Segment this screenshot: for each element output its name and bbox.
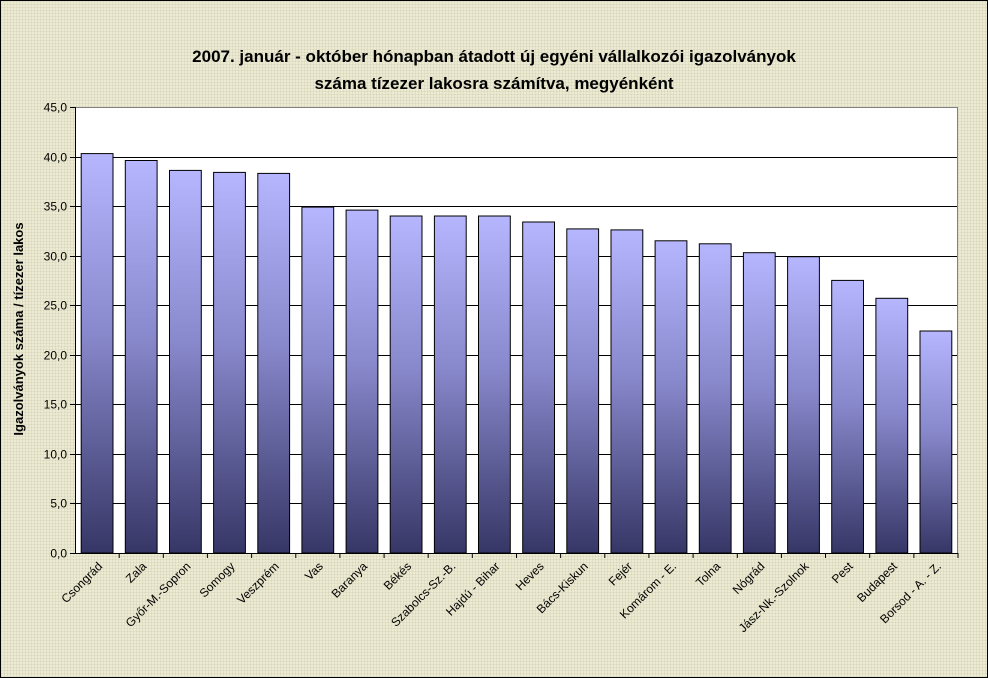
- x-tick-label: Békés: [381, 559, 414, 592]
- bar: [124, 160, 158, 554]
- bar: [698, 243, 732, 554]
- x-tick-label: Vas: [302, 559, 326, 583]
- bar: [169, 169, 202, 554]
- y-axis-label: Igazolványok száma / tízezer lakos: [11, 222, 26, 435]
- bar: [610, 229, 644, 554]
- bar: [433, 215, 467, 554]
- chart-title-line-2: száma tízezer lakosra számítva, megyénké…: [314, 74, 673, 93]
- y-tick-label: 45,0: [44, 101, 68, 115]
- y-tick-label: 40,0: [44, 151, 68, 165]
- chart-title-line-1: 2007. január - október hónapban átadott …: [192, 47, 796, 66]
- x-tick-label: Baranya: [329, 559, 371, 601]
- bar: [478, 215, 511, 554]
- bar: [389, 215, 423, 554]
- bar: [742, 252, 776, 554]
- y-tick-label: 20,0: [44, 349, 68, 363]
- x-tick-label: Veszprém: [234, 559, 282, 607]
- x-tick-label: Somogy: [197, 559, 238, 600]
- bar: [80, 153, 114, 554]
- x-tick-label: Csongrád: [59, 559, 106, 606]
- y-tick-label: 35,0: [44, 200, 68, 214]
- x-tick-label: Budapest: [854, 559, 900, 605]
- x-tick-label: Tolna: [693, 559, 723, 589]
- bar: [522, 221, 556, 554]
- bar: [831, 279, 865, 554]
- bar: [566, 228, 600, 554]
- bars: [80, 153, 953, 554]
- axes: [70, 107, 959, 558]
- y-tick-labels: 0,0 5,0 10,0 15,0 20,0 25,0 30,0 35,0 40,0 45,0: [44, 101, 68, 561]
- y-tick-label: 5,0: [50, 497, 67, 511]
- x-tick-label: Zala: [123, 559, 150, 586]
- bar: [213, 171, 246, 554]
- x-tick-label: Nógrád: [730, 559, 768, 597]
- plot-area: [75, 107, 958, 553]
- bar: [875, 297, 909, 554]
- x-tick-label: Pest: [829, 559, 856, 586]
- bar: [654, 240, 688, 554]
- y-tick-label: 25,0: [44, 299, 68, 313]
- bar: [919, 330, 953, 554]
- bar: [787, 256, 820, 554]
- y-tick-label: 10,0: [44, 448, 68, 462]
- x-tick-label: Fejér: [606, 559, 635, 588]
- bar: [345, 209, 379, 554]
- x-tick-label: Heves: [513, 559, 547, 593]
- bar: [257, 172, 291, 554]
- bar: [301, 206, 335, 554]
- y-tick-label: 15,0: [44, 398, 68, 412]
- y-tick-label: 30,0: [44, 250, 68, 264]
- y-tick-label: 0,0: [50, 547, 67, 561]
